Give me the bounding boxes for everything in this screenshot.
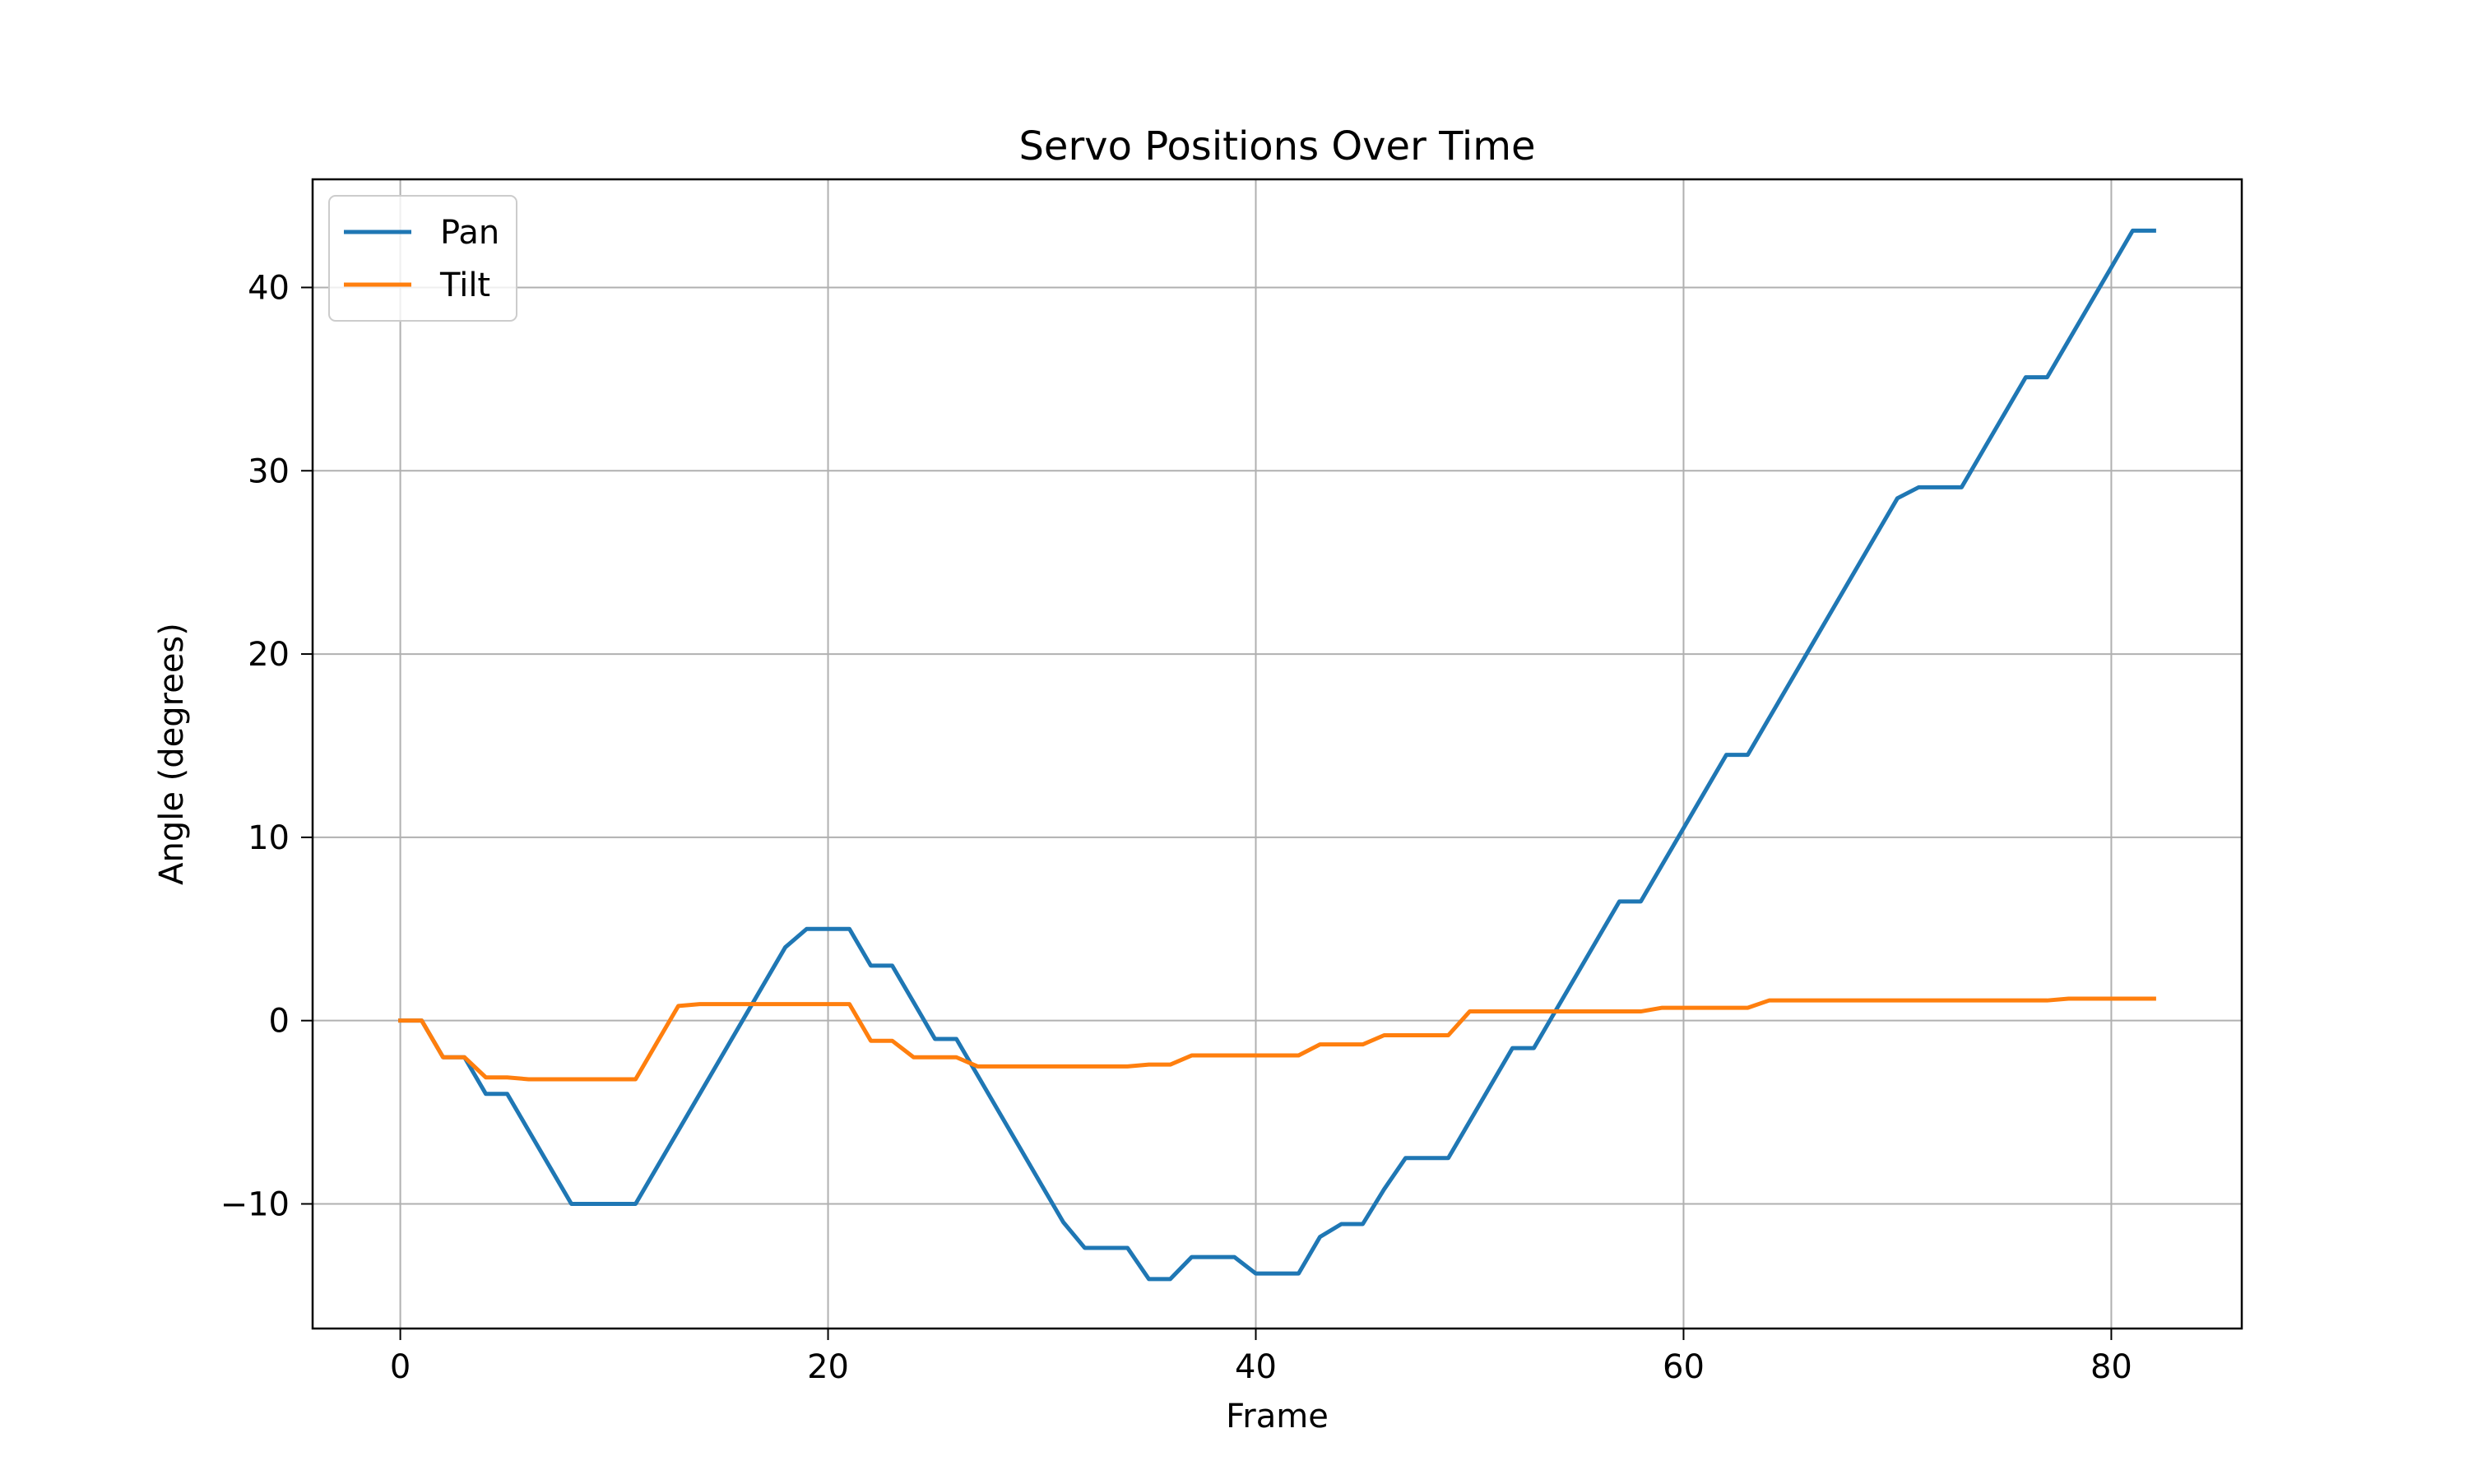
series-line-pan <box>398 228 2156 1282</box>
y-tick-label: 0 <box>269 1003 290 1041</box>
chart-title: Servo Positions Over Time <box>1018 123 1535 169</box>
legend-label-pan: Pan <box>440 214 499 252</box>
x-tick-label: 0 <box>390 1348 411 1386</box>
series-lines <box>398 228 2156 1282</box>
legend-box <box>328 195 517 322</box>
legend: Pan Tilt <box>328 195 517 322</box>
x-tick-label: 60 <box>1663 1348 1705 1386</box>
x-axis-label: Frame <box>1226 1398 1329 1435</box>
y-tick-label: 30 <box>248 452 290 490</box>
y-tick-label: −10 <box>220 1185 290 1223</box>
grid-lines <box>313 179 2242 1329</box>
x-tick-label: 20 <box>807 1348 849 1386</box>
y-axis-label: Angle (degrees) <box>153 623 191 885</box>
y-tick-label: 20 <box>248 636 290 674</box>
x-tick-label: 40 <box>1235 1348 1277 1386</box>
legend-label-tilt: Tilt <box>439 267 490 304</box>
y-tick-label: 10 <box>248 819 290 857</box>
x-tick-label: 80 <box>2090 1348 2132 1386</box>
axis-ticks: 0 20 40 60 80 −10 0 10 20 30 40 <box>220 269 2132 1386</box>
plot-frame <box>311 178 2243 1330</box>
series-line-tilt <box>398 996 2156 1082</box>
y-tick-label: 40 <box>248 269 290 307</box>
